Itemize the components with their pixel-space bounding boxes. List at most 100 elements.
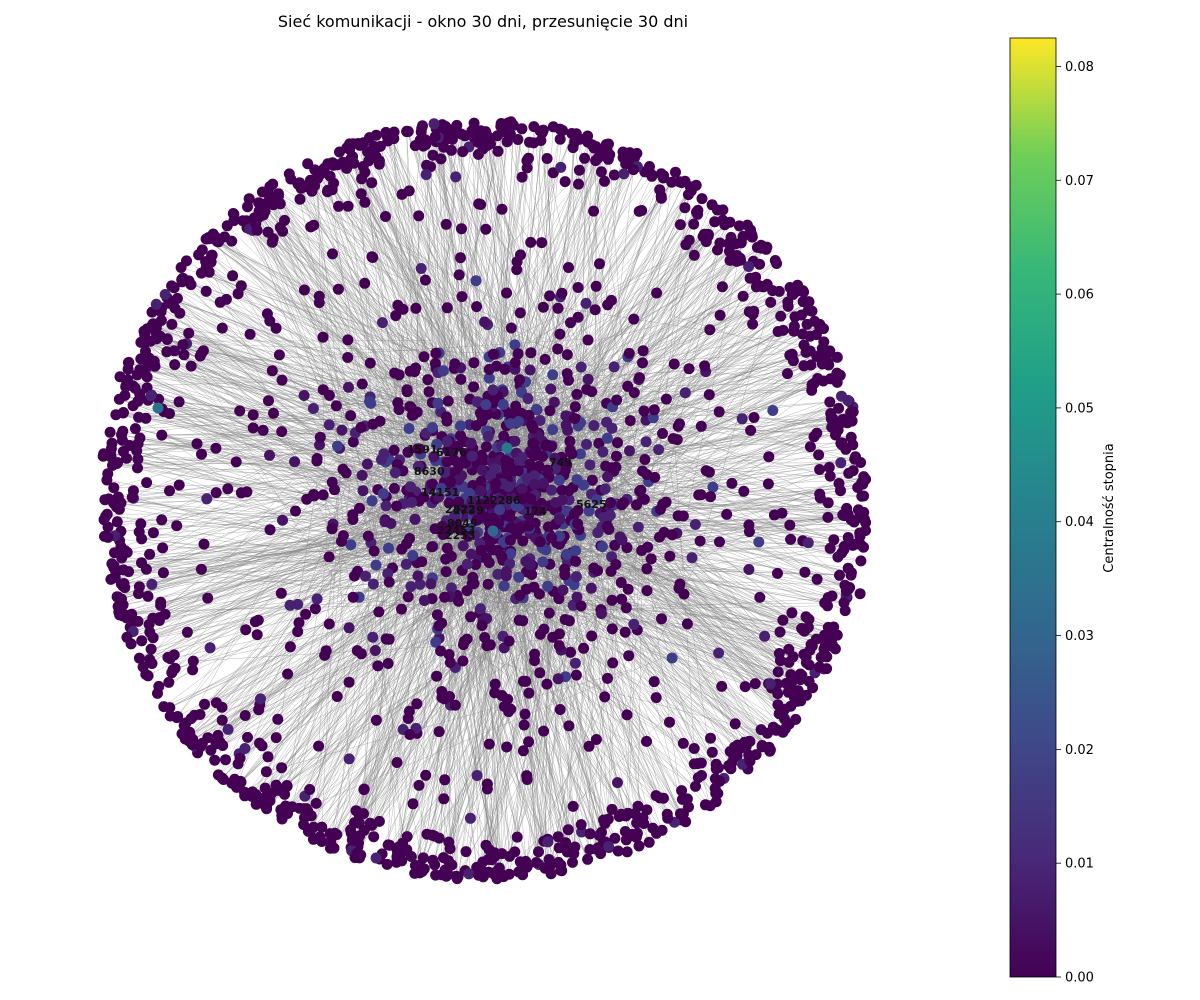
network-node xyxy=(145,335,156,347)
colorbar-gradient xyxy=(1009,37,1057,978)
network-node xyxy=(723,760,735,772)
network-node xyxy=(146,578,158,590)
network-node xyxy=(438,141,450,153)
network-node xyxy=(325,835,337,847)
network-node xyxy=(187,664,199,676)
network-node xyxy=(824,542,836,554)
network-node xyxy=(692,208,704,220)
network-node xyxy=(729,718,741,730)
network-node xyxy=(617,146,629,158)
network-node xyxy=(127,400,139,412)
network-node xyxy=(110,409,122,421)
network-node xyxy=(164,653,176,665)
network-node xyxy=(542,836,554,848)
network-node xyxy=(690,780,701,792)
colorbar-tick-label: 0.06 xyxy=(1065,288,1094,303)
network-node xyxy=(698,228,710,240)
network-node xyxy=(205,256,217,268)
network-node xyxy=(675,808,686,820)
network-node xyxy=(569,136,581,148)
network-node xyxy=(524,364,536,376)
network-node xyxy=(212,769,224,781)
network-node xyxy=(356,469,368,481)
network-node xyxy=(821,651,833,663)
network-node xyxy=(262,751,274,763)
network-node xyxy=(120,381,132,393)
network-node xyxy=(847,465,859,477)
network-node xyxy=(195,267,207,279)
network-node xyxy=(737,290,749,302)
network-node xyxy=(520,855,532,867)
network-node xyxy=(772,326,784,337)
network-node xyxy=(250,218,262,230)
network-node xyxy=(824,396,836,408)
network-node xyxy=(692,772,704,784)
network-node xyxy=(858,490,870,502)
network-node xyxy=(541,153,553,164)
network-node xyxy=(429,131,441,143)
network-node xyxy=(696,193,708,205)
network-node xyxy=(99,530,110,542)
network-node xyxy=(511,831,523,843)
network-node xyxy=(220,293,232,305)
network-node xyxy=(141,371,153,383)
network-node xyxy=(121,452,132,464)
network-node xyxy=(227,208,239,219)
network-node xyxy=(131,369,143,381)
network-node xyxy=(712,762,724,774)
network-node xyxy=(534,125,546,137)
network-node xyxy=(480,126,492,138)
network-node xyxy=(782,296,794,308)
network-node xyxy=(661,808,673,820)
network-node xyxy=(583,505,595,517)
network-node xyxy=(780,677,792,689)
network-node xyxy=(769,255,781,266)
network-node xyxy=(477,143,489,155)
network-node xyxy=(553,856,564,868)
network-node xyxy=(512,134,524,145)
network-node xyxy=(612,845,624,857)
network-node xyxy=(633,840,645,852)
network-node xyxy=(828,534,840,546)
network-node xyxy=(163,676,175,688)
network-node xyxy=(117,425,129,437)
network-node xyxy=(817,375,829,387)
network-node xyxy=(122,363,134,375)
network-node xyxy=(854,527,866,539)
network-node xyxy=(250,798,262,810)
network-node xyxy=(141,477,153,489)
network-node xyxy=(232,758,244,770)
network-node xyxy=(849,453,861,465)
network-node xyxy=(175,262,187,273)
network-node xyxy=(132,453,144,465)
network-node xyxy=(457,540,469,552)
network-node xyxy=(838,510,850,522)
network-node xyxy=(852,482,864,493)
network-node xyxy=(785,669,797,681)
network-node xyxy=(818,336,830,348)
network-node xyxy=(704,800,716,812)
network-node xyxy=(689,519,701,530)
network-node xyxy=(786,607,798,619)
network-node xyxy=(609,832,621,844)
network-node xyxy=(417,120,428,132)
network-node xyxy=(159,289,171,300)
network-node xyxy=(528,137,540,149)
network-node xyxy=(450,171,462,183)
network-node xyxy=(643,836,655,848)
network-node xyxy=(710,787,722,799)
network-node xyxy=(258,792,270,804)
chart-title: Sieć komunikacji - okno 30 dni, przesuni… xyxy=(277,12,689,31)
network-node xyxy=(840,585,852,597)
network-node xyxy=(735,254,746,266)
network-node xyxy=(409,140,421,152)
network-node xyxy=(316,836,328,847)
network-node xyxy=(409,867,421,879)
network-node xyxy=(274,221,286,233)
network-node xyxy=(104,426,116,438)
network-node xyxy=(298,181,310,193)
network-node xyxy=(499,126,511,138)
network-node xyxy=(562,824,574,836)
network-node xyxy=(833,402,845,414)
